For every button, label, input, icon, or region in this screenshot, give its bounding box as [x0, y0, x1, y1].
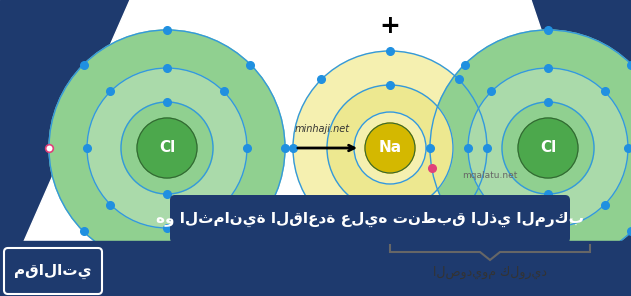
- Circle shape: [87, 68, 247, 228]
- Circle shape: [518, 118, 578, 178]
- Circle shape: [502, 102, 594, 194]
- Circle shape: [327, 85, 453, 211]
- Circle shape: [365, 123, 415, 173]
- Text: الصوديوم كلوريد: الصوديوم كلوريد: [433, 266, 547, 279]
- Polygon shape: [0, 0, 130, 296]
- Bar: [0, 241, 631, 296]
- FancyBboxPatch shape: [170, 195, 570, 243]
- Text: مقالاتي: مقالاتي: [14, 263, 92, 279]
- Text: Cl: Cl: [159, 141, 175, 155]
- Text: Cl⁻: Cl⁻: [537, 290, 559, 296]
- Text: كلور أيون: كلور أيون: [516, 278, 580, 294]
- Circle shape: [430, 30, 631, 266]
- Circle shape: [137, 118, 197, 178]
- Text: صوديوم أيون: صوديوم أيون: [351, 257, 429, 272]
- Polygon shape: [531, 0, 631, 296]
- Circle shape: [354, 112, 426, 184]
- Circle shape: [49, 30, 285, 266]
- Text: mqalatu.net: mqalatu.net: [463, 171, 517, 181]
- Text: minhaji.net: minhaji.net: [295, 124, 350, 134]
- Text: Cl: Cl: [160, 290, 174, 296]
- Text: +: +: [380, 14, 401, 38]
- FancyBboxPatch shape: [4, 248, 102, 294]
- Text: كلور ذرة: كلور ذرة: [140, 278, 194, 291]
- Text: Cl: Cl: [540, 141, 556, 155]
- Text: هو الثمانية القاعدة عليه تنطبق الذي المركب: هو الثمانية القاعدة عليه تنطبق الذي المر…: [156, 211, 584, 226]
- Circle shape: [468, 68, 628, 228]
- Circle shape: [121, 102, 213, 194]
- Text: Na: Na: [379, 141, 401, 155]
- Circle shape: [293, 51, 487, 245]
